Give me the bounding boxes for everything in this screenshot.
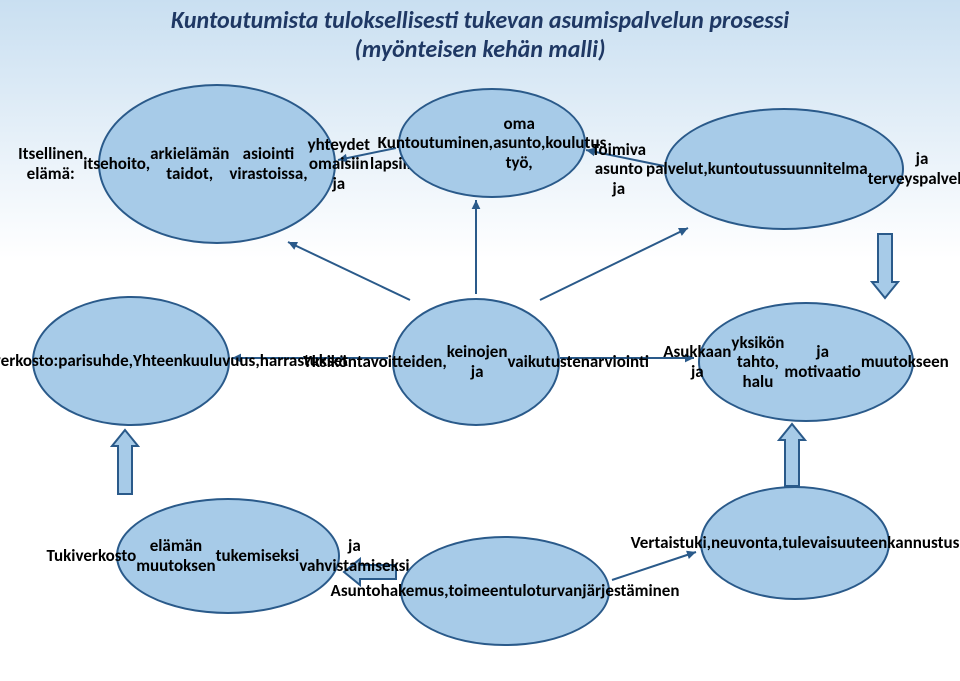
title-line1: Kuntoutumista tuloksellisesti tukevan as… bbox=[171, 6, 789, 35]
diagram-title: Kuntoutumista tuloksellisesti tukevan as… bbox=[0, 6, 960, 64]
node-n7: Tukiverkostoelämän muutoksentukemiseksij… bbox=[116, 498, 340, 614]
node-n1: Itsellinen elämä:itsehoito,arkielämän ta… bbox=[98, 84, 336, 244]
node-n9: Vertaistuki,neuvonta,tulevaisuuteenkannu… bbox=[700, 486, 890, 600]
title-line2: (myönteisen kehän malli) bbox=[354, 35, 605, 64]
node-n6: Asukkaan jayksikön tahto, haluja motivaa… bbox=[698, 302, 914, 422]
node-n8: Asuntohakemus,toimeentuloturvanjärjestäm… bbox=[400, 536, 610, 646]
node-n2: Kuntoutuminen,oma asunto, työ,koulutus bbox=[398, 88, 586, 198]
node-n5: Yksiköntavoitteiden,keinojen javaikutust… bbox=[392, 298, 560, 426]
node-n4: Uusi sosiaalinenverkosto:parisuhde,Yhtee… bbox=[32, 296, 230, 426]
node-n3: Toimiva asunto japalvelut,kuntoutussuunn… bbox=[664, 108, 904, 230]
